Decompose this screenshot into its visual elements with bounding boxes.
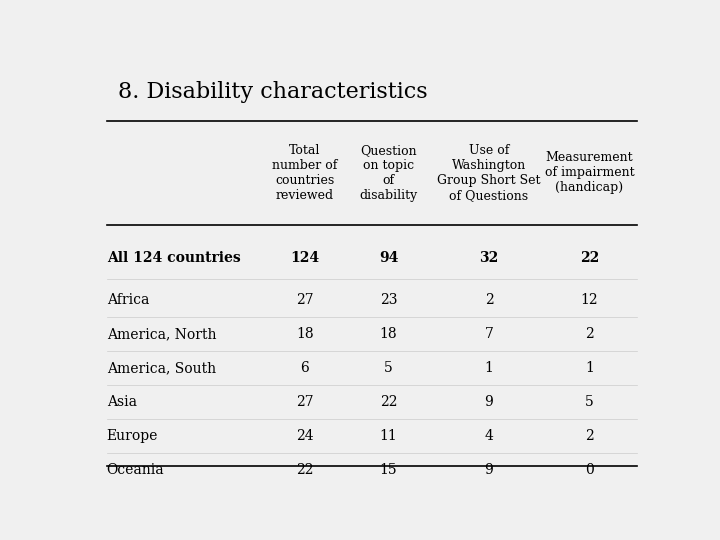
Text: 27: 27	[296, 293, 314, 307]
Text: 32: 32	[480, 251, 498, 265]
Text: 2: 2	[585, 429, 594, 443]
Text: America, South: America, South	[107, 361, 216, 375]
Text: America, North: America, North	[107, 327, 216, 341]
Text: 18: 18	[379, 327, 397, 341]
Text: Use of
Washington
Group Short Set
of Questions: Use of Washington Group Short Set of Que…	[437, 144, 541, 202]
Text: 124: 124	[290, 251, 320, 265]
Text: 2: 2	[585, 327, 594, 341]
Text: Total
number of
countries
reviewed: Total number of countries reviewed	[272, 144, 338, 202]
Text: 7: 7	[485, 327, 493, 341]
Text: Africa: Africa	[107, 293, 149, 307]
Text: 18: 18	[296, 327, 314, 341]
Text: 24: 24	[296, 429, 314, 443]
Text: 5: 5	[585, 395, 594, 409]
Text: 12: 12	[580, 293, 598, 307]
Text: 11: 11	[379, 429, 397, 443]
Text: 9: 9	[485, 395, 493, 409]
Text: 27: 27	[296, 395, 314, 409]
Text: 0: 0	[585, 463, 594, 477]
Text: 9: 9	[485, 463, 493, 477]
Text: 1: 1	[485, 361, 493, 375]
Text: Question
on topic
of
disability: Question on topic of disability	[359, 144, 418, 202]
Text: 22: 22	[379, 395, 397, 409]
Text: 5: 5	[384, 361, 393, 375]
Text: 23: 23	[379, 293, 397, 307]
Text: Measurement
of impairment
(handicap): Measurement of impairment (handicap)	[544, 151, 634, 194]
Text: Europe: Europe	[107, 429, 158, 443]
Text: 94: 94	[379, 251, 398, 265]
Text: Oceania: Oceania	[107, 463, 164, 477]
Text: All 124 countries: All 124 countries	[107, 251, 240, 265]
Text: 1: 1	[585, 361, 594, 375]
Text: 8. Disability characteristics: 8. Disability characteristics	[118, 82, 428, 104]
Text: 22: 22	[296, 463, 314, 477]
Text: 4: 4	[485, 429, 493, 443]
Text: 15: 15	[379, 463, 397, 477]
Text: 6: 6	[300, 361, 309, 375]
Text: 22: 22	[580, 251, 599, 265]
Text: 2: 2	[485, 293, 493, 307]
Text: Asia: Asia	[107, 395, 137, 409]
